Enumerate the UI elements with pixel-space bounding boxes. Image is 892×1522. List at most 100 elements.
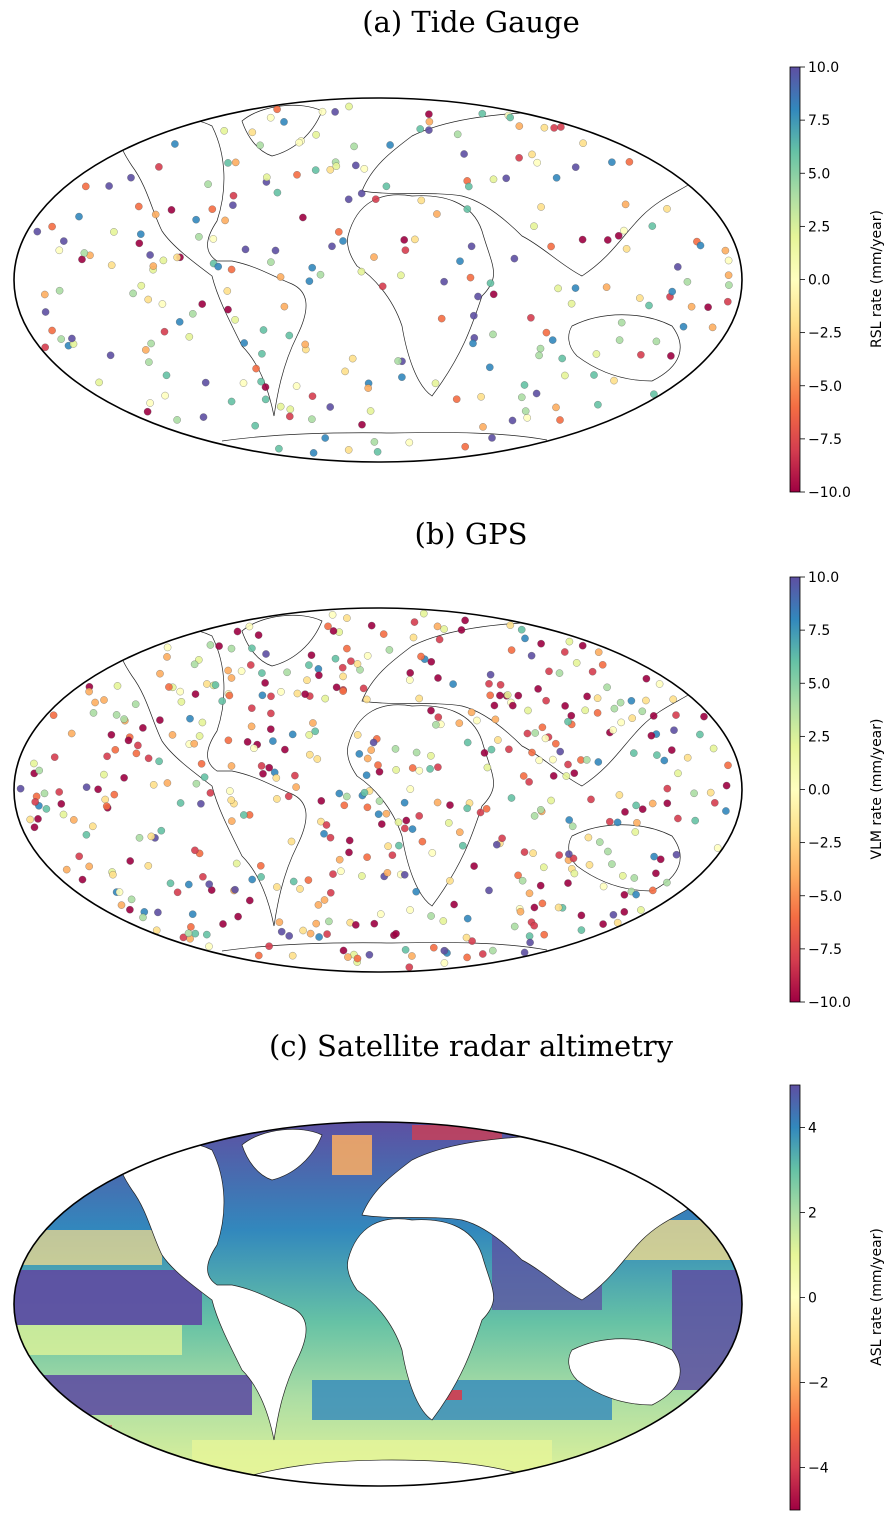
station-marker [564,760,572,769]
station-marker [318,107,327,116]
station-marker [197,760,206,768]
station-marker [75,852,83,861]
station-marker [163,653,171,661]
station-marker [462,933,471,942]
station-marker [206,789,215,797]
panel-a-title: (a) Tide Gauge [362,5,580,39]
station-marker [663,799,672,808]
station-marker [320,830,328,838]
station-marker [550,124,558,132]
station-marker [593,709,602,717]
station-marker [307,651,316,659]
station-marker [608,158,616,166]
colorbar-c-gradient [789,1084,801,1511]
station-marker [106,351,115,360]
station-marker [255,951,263,960]
station-marker [374,761,382,769]
station-marker [215,642,223,650]
station-marker [627,697,636,705]
station-marker [722,781,731,790]
station-marker [486,691,494,700]
station-marker [364,384,372,392]
station-marker [173,253,181,262]
station-marker [434,763,442,771]
station-marker [724,256,733,265]
station-marker [416,125,424,133]
station-marker [369,738,378,747]
station-marker [192,779,201,788]
station-marker [663,878,671,887]
station-marker [149,781,158,789]
station-marker [457,626,466,634]
station-marker [259,326,268,334]
station-marker [355,750,364,758]
station-marker [630,749,638,757]
station-marker [420,609,428,618]
station-marker [344,195,353,204]
station-marker [535,756,543,765]
station-marker [467,708,476,717]
station-marker [700,712,708,721]
station-marker [234,912,242,921]
station-marker [240,811,248,819]
station-marker [400,871,409,879]
station-marker [317,817,325,826]
station-marker [709,744,718,753]
station-marker [34,815,42,823]
station-marker [552,739,560,748]
colorbar-tick-label: 10.0 [808,570,839,586]
station-marker [449,680,457,688]
station-marker [363,853,371,861]
station-marker [229,191,238,200]
station-marker [478,109,487,118]
station-marker [127,895,136,904]
station-marker [323,930,331,938]
station-marker [176,687,184,696]
station-marker [316,270,325,279]
map-background [14,98,742,462]
station-marker [508,416,517,425]
station-marker [461,616,469,625]
station-marker [510,922,519,931]
station-marker [30,759,38,768]
station-marker [425,117,434,126]
station-marker [490,701,499,710]
station-marker [276,273,285,281]
map-border [13,97,743,463]
station-marker [572,659,581,667]
station-marker [617,318,626,327]
station-marker [293,171,301,179]
colorbar-tick-label: 5.0 [808,676,830,692]
station-marker [674,769,682,778]
station-marker [129,289,137,298]
station-marker [68,334,76,343]
station-marker [496,691,504,700]
station-marker [224,305,232,314]
station-marker [541,734,550,743]
station-marker [329,870,337,878]
station-marker [529,849,537,857]
station-marker [308,415,316,423]
station-marker [285,932,293,940]
colorbar-tick-label: 7.5 [808,623,830,639]
station-marker [711,799,719,807]
station-marker [590,371,598,379]
colorbar-tick-label: 2.5 [808,219,830,235]
station-marker [343,792,351,801]
station-marker [610,704,619,713]
station-marker [322,821,331,829]
station-marker [329,627,338,635]
station-marker [465,182,473,191]
station-marker [370,253,378,261]
station-marker [206,641,215,649]
station-marker [35,766,43,775]
station-marker [308,263,316,272]
station-marker [564,717,572,726]
station-marker [704,303,712,311]
station-marker [525,778,533,786]
station-marker [552,403,560,412]
station-marker [176,799,185,807]
station-marker [620,226,628,235]
station-marker [41,308,50,316]
station-marker [571,163,580,171]
